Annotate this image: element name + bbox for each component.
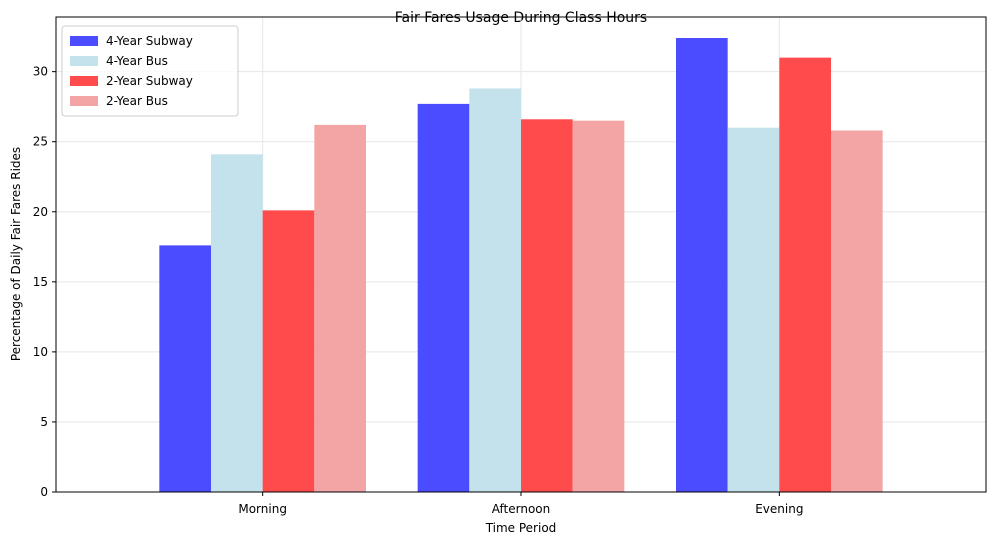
bar-4-year-bus-afternoon	[469, 88, 521, 492]
bar-2-year-bus-afternoon	[572, 120, 625, 492]
bar-4-year-bus-morning	[211, 154, 263, 493]
ticks: 0 5 10 15 20 25 30 Morning Afternoon Evening	[33, 65, 804, 516]
x-axis-label: Time Period	[485, 521, 557, 535]
y-tick-label: 10	[33, 345, 48, 359]
y-tick-label: 15	[33, 275, 48, 289]
bar-2-year-bus-morning	[314, 124, 366, 492]
legend-swatch	[70, 36, 98, 46]
legend-swatch	[70, 56, 98, 66]
bars	[159, 38, 883, 493]
x-tick-label: Evening	[755, 502, 803, 516]
bar-2-year-subway-afternoon	[521, 119, 573, 492]
y-tick-label: 0	[40, 485, 48, 499]
bar-4-year-subway-morning	[159, 245, 211, 492]
legend: 4-Year Subway 4-Year Bus 2-Year Subway 2-Ye…	[61, 25, 239, 117]
legend-swatch	[70, 96, 98, 106]
y-tick-label: 25	[33, 135, 48, 149]
bar-2-year-subway-morning	[262, 210, 315, 492]
bar-4-year-subway-afternoon	[417, 103, 470, 492]
bar-2-year-subway-evening	[779, 57, 831, 492]
legend-label: 2-Year Bus	[106, 94, 168, 108]
y-tick-label: 5	[40, 415, 48, 429]
y-tick-label: 30	[33, 65, 48, 79]
legend-label: 4-Year Subway	[106, 34, 193, 48]
legend-swatch	[70, 76, 98, 86]
legend-label: 2-Year Subway	[106, 74, 193, 88]
y-axis-label: Percentage of Daily Fair Fares Rides	[9, 147, 23, 361]
bar-4-year-bus-evening	[727, 127, 780, 493]
legend-label: 4-Year Bus	[106, 54, 168, 68]
bar-4-year-subway-evening	[676, 38, 728, 492]
x-tick-label: Afternoon	[492, 502, 551, 516]
y-tick-label: 20	[33, 205, 48, 219]
bar-2-year-bus-evening	[831, 130, 883, 492]
legend-frame	[61, 25, 239, 117]
x-tick-label: Morning	[238, 502, 287, 516]
